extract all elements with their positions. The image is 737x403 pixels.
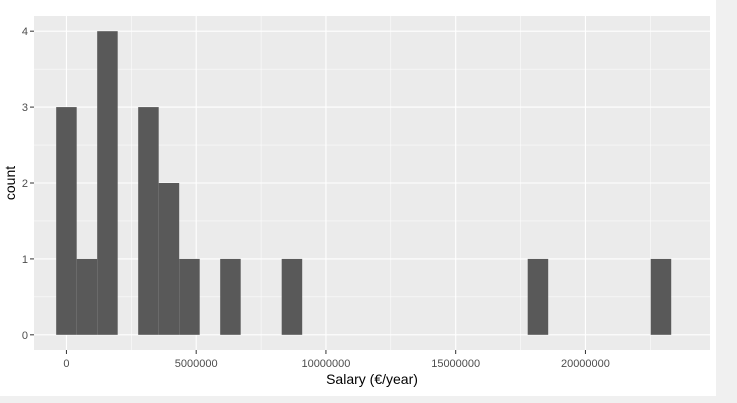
histogram-bars — [56, 31, 672, 335]
x-tick-label: 0 — [63, 358, 69, 370]
chart-figure: 0 5000000 10000000 15000000 20000000 0 1 2 3 4 S… — [0, 0, 716, 396]
histogram-chart: 0 5000000 10000000 15000000 20000000 0 1 2 3 4 S… — [2, 16, 710, 387]
y-tick-label: 3 — [22, 102, 28, 114]
x-tick-label: 20000000 — [561, 358, 610, 370]
y-tick-label: 0 — [22, 330, 28, 342]
y-tick-label: 1 — [22, 254, 28, 266]
histogram-bar — [179, 258, 200, 335]
y-axis: 0 1 2 3 4 — [22, 26, 34, 342]
x-axis: 0 5000000 10000000 15000000 20000000 — [63, 350, 610, 370]
x-tick-label: 5000000 — [175, 358, 218, 370]
y-tick-label: 4 — [22, 26, 28, 38]
histogram-bar — [281, 258, 303, 335]
histogram-bar — [138, 107, 159, 335]
x-tick-label: 10000000 — [301, 358, 350, 370]
x-axis-title: Salary (€/year) — [326, 371, 418, 387]
histogram-bar — [527, 258, 549, 335]
histogram-bar — [76, 258, 98, 335]
histogram-bar — [220, 258, 241, 335]
x-tick-label: 15000000 — [431, 358, 480, 370]
histogram-bar — [650, 258, 672, 335]
y-tick-label: 2 — [22, 178, 28, 190]
y-axis-title: count — [2, 166, 18, 200]
histogram-bar — [158, 183, 180, 335]
histogram-bar — [56, 107, 77, 335]
histogram-bar — [97, 31, 118, 335]
